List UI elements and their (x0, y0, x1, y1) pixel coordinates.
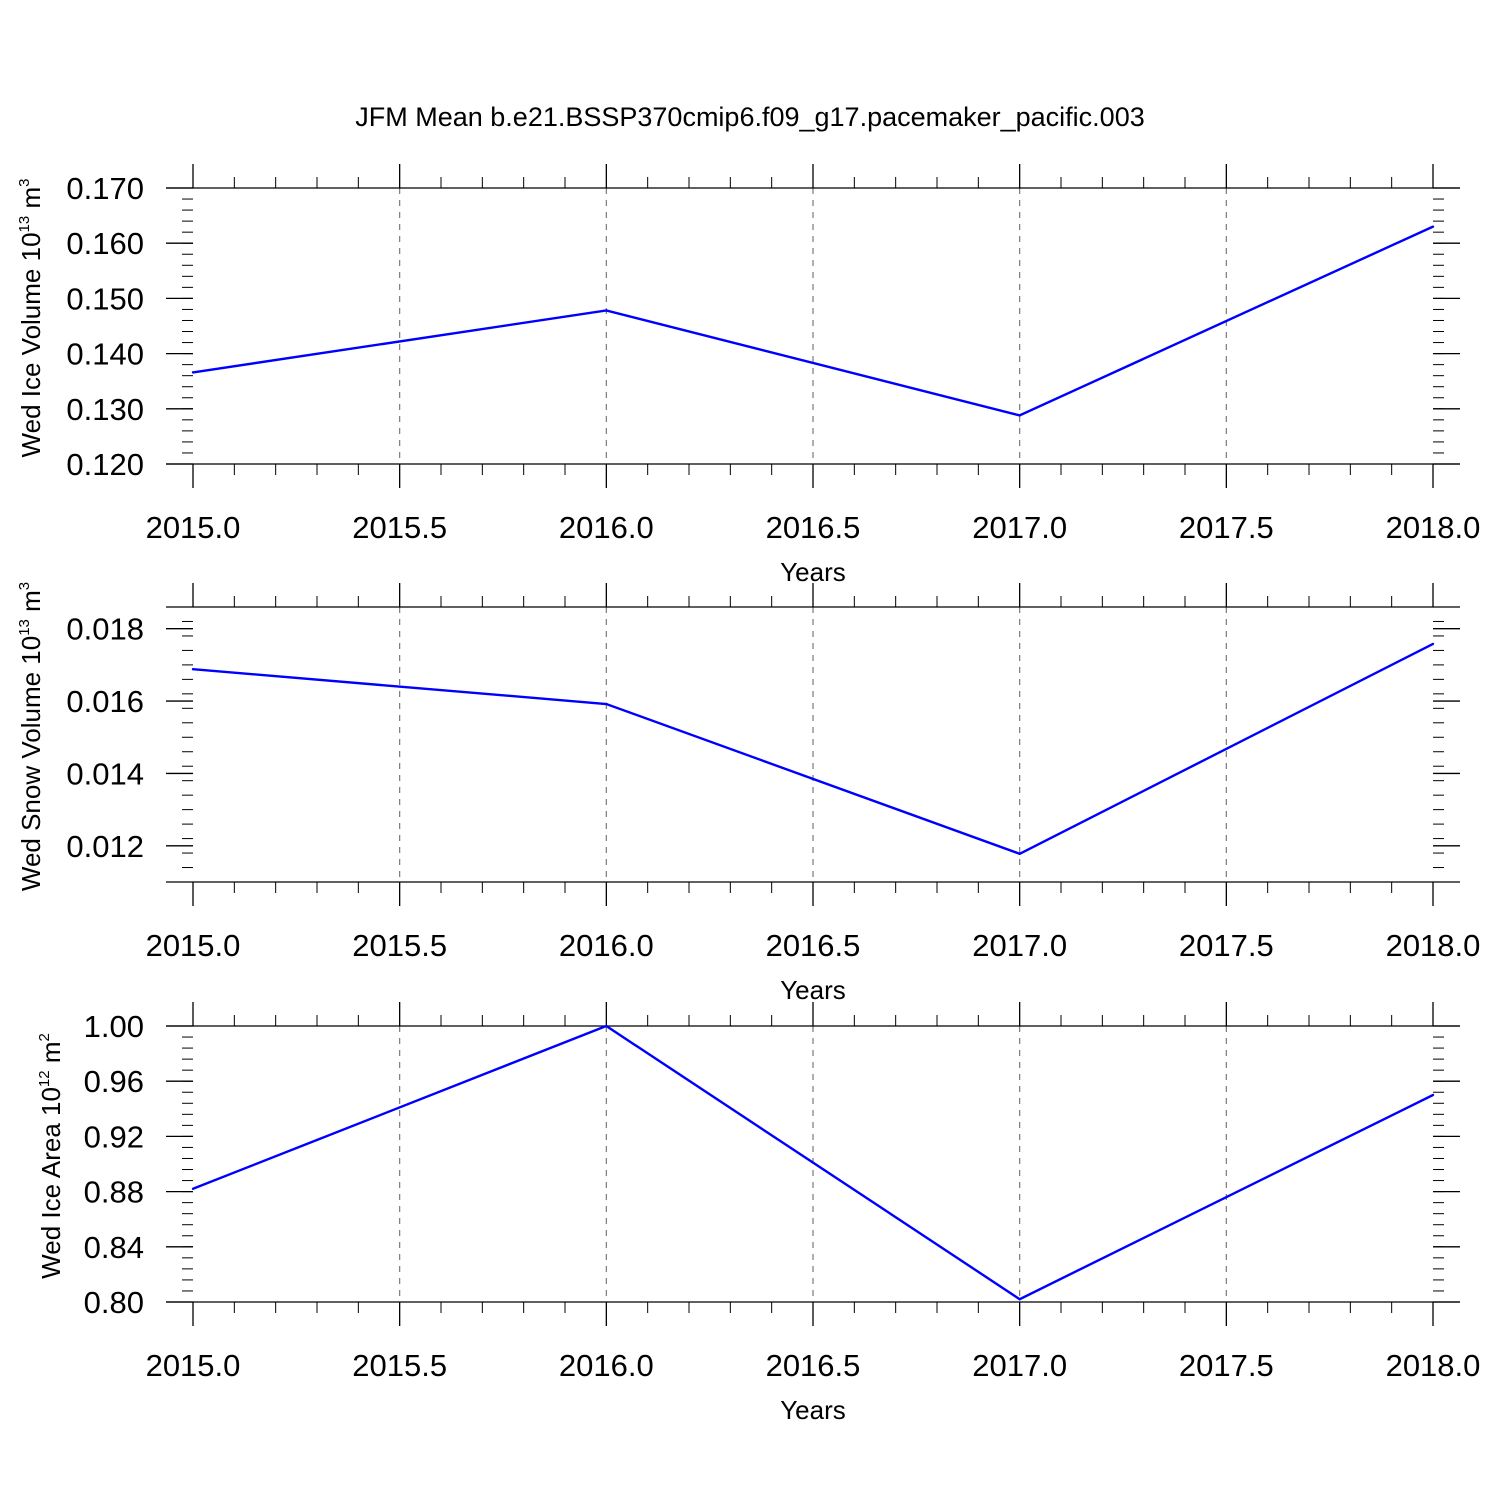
y-tick-label: 1.00 (84, 1009, 144, 1044)
y-tick-label: 0.130 (66, 392, 144, 427)
data-point (605, 309, 608, 312)
y-tick-label: 0.014 (66, 756, 144, 791)
data-point (191, 371, 195, 374)
x-tick-label: 2015.0 (146, 510, 241, 545)
figure-title: JFM Mean b.e21.BSSP370cmip6.f09_g17.pace… (355, 102, 1144, 132)
data-point (1018, 414, 1021, 417)
y-tick-label: 0.160 (66, 226, 144, 261)
x-tick-label: 2017.0 (972, 928, 1067, 963)
x-axis-label: Years (780, 1395, 846, 1425)
data-point (1018, 1298, 1021, 1301)
y-tick-label: 0.80 (84, 1285, 144, 1320)
x-tick-label: 2015.5 (352, 928, 447, 963)
y-tick-label: 0.84 (84, 1230, 144, 1265)
y-tick-label: 0.96 (84, 1064, 144, 1099)
chart-panel-2: 2015.0 2015.5 2016.0 2016.5 2017.0 2017.5 2018… (16, 582, 1480, 1005)
x-tick-label: 2016.0 (559, 1348, 654, 1383)
data-point (1018, 852, 1021, 855)
data-point (191, 668, 195, 671)
data-point (1431, 225, 1435, 228)
y-axis-label: Wed Ice Volume 1013 m3 (16, 179, 46, 458)
x-tick-label: 2017.5 (1179, 928, 1274, 963)
x-tick-label: 2015.0 (146, 1348, 241, 1383)
x-axis-label: Years (780, 557, 846, 587)
data-point (1431, 642, 1435, 646)
x-tick-label: 2016.5 (766, 1348, 861, 1383)
chart-panel-3: 2015.0 2015.5 2016.0 2016.5 2017.0 2017.5 2018… (36, 1002, 1480, 1425)
data-point (605, 702, 608, 706)
y-tick-label: 0.140 (66, 337, 144, 372)
y-tick-label: 0.120 (66, 447, 144, 482)
y-axis-label: Wed Ice Area 1012 m2 (36, 1033, 66, 1279)
y-tick-label: 0.170 (66, 171, 144, 206)
x-tick-label: 2016.0 (559, 928, 654, 963)
x-tick-label: 2017.5 (1179, 1348, 1274, 1383)
x-tick-label: 2015.5 (352, 510, 447, 545)
x-tick-label: 2015.5 (352, 1348, 447, 1383)
chart-panel-1: 2015.0 2015.5 2016.0 2016.5 2017.0 2017.5 2018… (16, 164, 1480, 587)
x-tick-label: 2016.5 (766, 928, 861, 963)
y-tick-label: 0.92 (84, 1119, 144, 1154)
series-line (192, 225, 1434, 417)
y-tick-label: 0.018 (66, 612, 144, 647)
x-tick-label: 2017.0 (972, 510, 1067, 545)
x-tick-label: 2018.0 (1386, 1348, 1481, 1383)
x-tick-label: 2017.5 (1179, 510, 1274, 545)
x-tick-label: 2018.0 (1386, 928, 1481, 963)
y-tick-label: 0.88 (84, 1175, 144, 1210)
x-tick-label: 2015.0 (146, 928, 241, 963)
y-tick-label: 0.150 (66, 281, 144, 316)
x-tick-label: 2018.0 (1386, 510, 1481, 545)
data-point (191, 1187, 195, 1191)
x-axis-label: Years (780, 975, 846, 1005)
data-point (1431, 1093, 1435, 1097)
y-axis-label: Wed Snow Volume 1013 m3 (16, 582, 46, 891)
y-tick-label: 0.012 (66, 829, 144, 864)
series-line (192, 642, 1434, 856)
x-tick-label: 2017.0 (972, 1348, 1067, 1383)
data-point (605, 1024, 608, 1028)
x-tick-label: 2016.0 (559, 510, 654, 545)
y-tick-label: 0.016 (66, 684, 144, 719)
x-tick-label: 2016.5 (766, 510, 861, 545)
series-line (192, 1024, 1434, 1301)
